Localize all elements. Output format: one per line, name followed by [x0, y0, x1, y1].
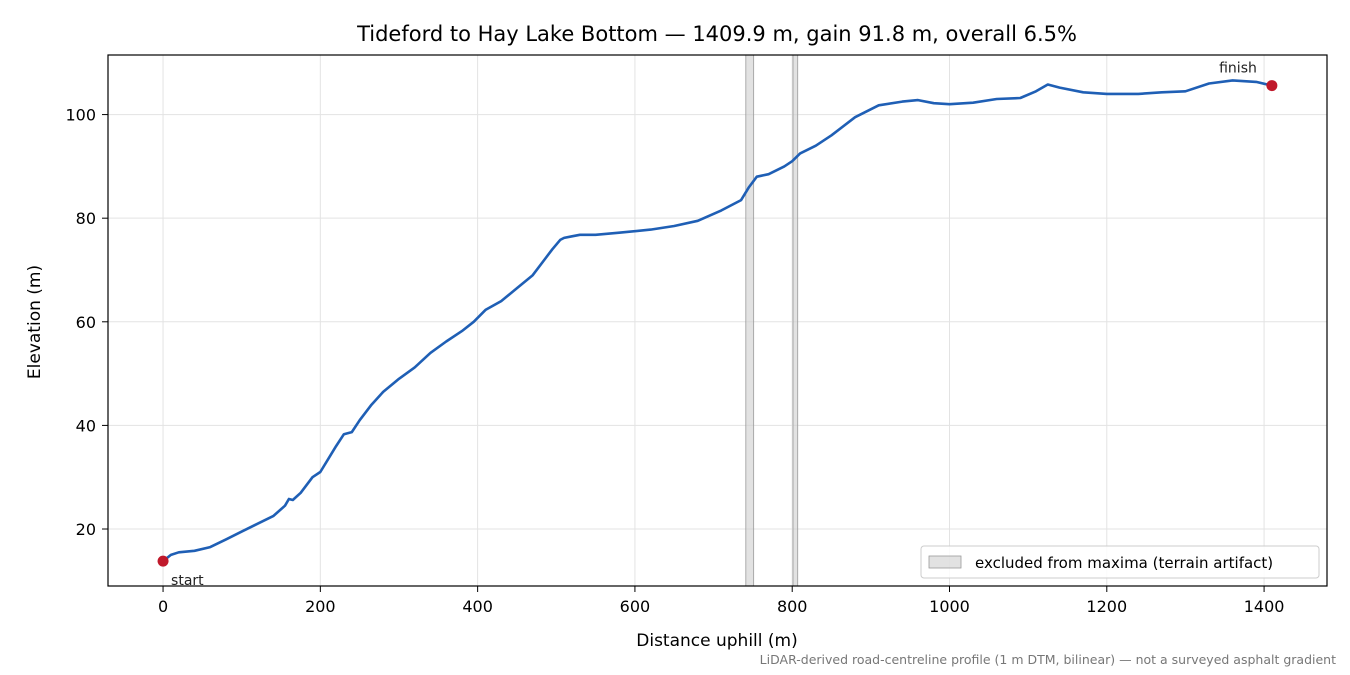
finish-marker	[1266, 80, 1278, 92]
y-tick-label: 60	[76, 313, 96, 332]
excluded-band	[792, 55, 798, 586]
legend: excluded from maxima (terrain artifact)	[920, 545, 1320, 579]
legend-label: excluded from maxima (terrain artifact)	[975, 554, 1273, 572]
x-axis-ticks: 0 200 400 600 800 1000 1200 1400	[158, 586, 1284, 616]
x-tick-label: 200	[305, 597, 336, 616]
x-tick-label: 0	[158, 597, 168, 616]
x-tick-label: 1000	[929, 597, 970, 616]
x-tick-label: 400	[462, 597, 493, 616]
finish-label: finish	[1219, 61, 1257, 77]
y-tick-label: 100	[65, 106, 96, 125]
y-axis-label: Elevation (m)	[25, 265, 45, 379]
footnote: LiDAR-derived road-centreline profile (1…	[760, 652, 1336, 667]
grid-layer	[108, 55, 1327, 586]
marker-layer: start finish	[157, 61, 1278, 589]
start-marker	[157, 555, 169, 567]
legend-box	[920, 545, 1320, 579]
y-tick-label: 40	[76, 416, 96, 435]
x-axis-label: Distance uphill (m)	[636, 631, 797, 651]
start-label: start	[171, 573, 204, 589]
series-layer	[161, 79, 1274, 563]
excluded-band	[745, 55, 754, 586]
excluded-bands	[745, 55, 799, 586]
plot-frame	[107, 54, 1328, 587]
chart-title: Tideford to Hay Lake Bottom — 1409.9 m, …	[356, 22, 1077, 46]
y-tick-label: 20	[76, 520, 96, 539]
x-tick-label: 1400	[1244, 597, 1285, 616]
y-tick-label: 80	[76, 209, 96, 228]
elevation-series-line	[161, 79, 1274, 563]
x-tick-label: 800	[777, 597, 808, 616]
x-tick-label: 600	[620, 597, 651, 616]
x-tick-label: 1200	[1086, 597, 1127, 616]
legend-swatch	[928, 555, 962, 569]
y-axis-ticks: 20 40 60 80 100	[65, 106, 108, 539]
